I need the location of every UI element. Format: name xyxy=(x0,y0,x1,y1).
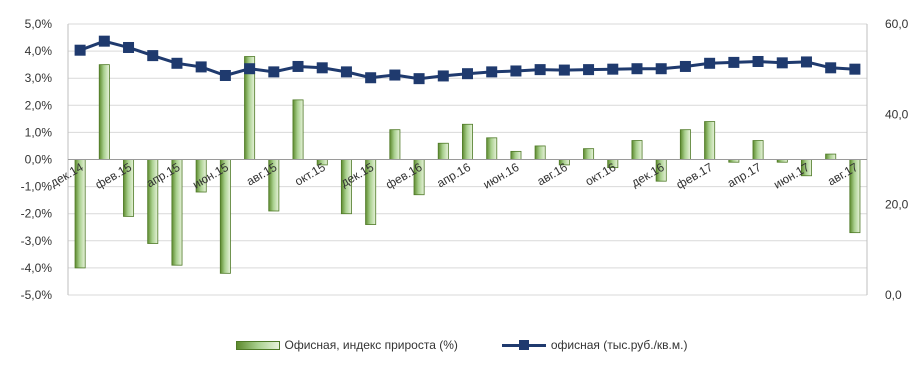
line-marker xyxy=(728,56,740,68)
x-tick-label: окт.15 xyxy=(292,160,328,189)
bar xyxy=(510,150,522,160)
left-tick-label: -3,0% xyxy=(21,234,53,248)
line-marker xyxy=(365,72,377,84)
bar xyxy=(98,64,110,160)
bar xyxy=(389,129,401,160)
left-tick-label: -1,0% xyxy=(21,180,53,194)
left-tick-label: 2,0% xyxy=(25,98,53,112)
line-marker xyxy=(583,64,595,76)
x-tick-label: авг.16 xyxy=(535,160,571,189)
bar xyxy=(631,140,643,160)
line-marker xyxy=(147,50,159,62)
legend-item-line: офисная (тыс.руб./кв.м.) xyxy=(501,338,688,352)
bar xyxy=(679,129,691,160)
line-marker xyxy=(195,61,207,73)
left-tick-label: -2,0% xyxy=(21,207,53,221)
line-marker xyxy=(268,66,280,78)
legend-bar-swatch xyxy=(235,340,280,350)
right-axis: 60,0 40,0 20,0 0,0 xyxy=(885,17,909,302)
chart: 5,0% 4,0% 3,0% 2,0% 1,0% 0,0% -1,0% -2,0% -3,0% -… xyxy=(21,17,909,302)
right-tick-label: 0,0 xyxy=(885,288,902,302)
left-tick-label: 1,0% xyxy=(25,125,53,139)
line-marker xyxy=(413,73,425,85)
right-tick-label: 60,0 xyxy=(885,17,909,31)
left-tick-label: 4,0% xyxy=(25,44,53,58)
line-marker xyxy=(340,66,352,78)
line-marker xyxy=(607,63,619,75)
legend-bar-label: Офисная, индекс прироста (%) xyxy=(284,338,458,352)
bar xyxy=(292,99,304,160)
x-tick-label: апр.16 xyxy=(434,160,473,191)
line-marker xyxy=(558,64,570,76)
line-marker xyxy=(462,68,473,80)
bar xyxy=(462,123,473,160)
line-marker xyxy=(704,57,716,69)
line-marker xyxy=(316,62,328,74)
line-marker xyxy=(849,63,861,75)
legend-item-bar: Офисная, индекс прироста (%) xyxy=(235,338,458,352)
left-tick-label: 5,0% xyxy=(25,17,53,31)
line-marker xyxy=(171,57,183,69)
line-marker xyxy=(776,57,788,69)
line-marker xyxy=(244,63,256,75)
left-tick-label: 3,0% xyxy=(25,71,53,85)
line-marker xyxy=(98,35,110,47)
line-marker xyxy=(752,55,764,67)
x-tick-label: апр.17 xyxy=(725,160,764,191)
bar xyxy=(437,142,449,160)
line-marker xyxy=(631,63,643,75)
line-marker xyxy=(655,63,667,75)
line-marker xyxy=(800,56,812,68)
right-tick-label: 40,0 xyxy=(885,107,909,121)
line-marker xyxy=(825,62,837,74)
left-axis: 5,0% 4,0% 3,0% 2,0% 1,0% 0,0% -1,0% -2,0% -3,0% -… xyxy=(21,17,53,302)
left-tick-label: -5,0% xyxy=(21,288,53,302)
legend: Офисная, индекс прироста (%) офисная (ты… xyxy=(0,338,923,352)
left-tick-label: 0,0% xyxy=(25,153,53,167)
x-tick-label: дек.16 xyxy=(629,160,667,190)
left-tick-label: -4,0% xyxy=(21,261,53,275)
legend-line-swatch xyxy=(501,339,546,351)
line-marker xyxy=(679,60,691,72)
line-marker xyxy=(74,44,86,56)
right-tick-label: 20,0 xyxy=(885,198,909,212)
legend-line-label: офисная (тыс.руб./кв.м.) xyxy=(550,338,688,352)
line-marker xyxy=(534,64,546,76)
bar xyxy=(825,153,837,160)
line-marker xyxy=(486,66,498,78)
bar xyxy=(704,121,716,160)
line-marker xyxy=(219,69,231,81)
bar xyxy=(534,145,546,160)
line-marker xyxy=(123,41,135,53)
line-marker xyxy=(389,69,401,81)
bar xyxy=(486,137,498,160)
x-tick-label: окт.16 xyxy=(583,160,619,189)
bar xyxy=(583,148,595,160)
line-marker xyxy=(292,60,304,72)
bar-series xyxy=(74,56,861,274)
line-series xyxy=(74,35,861,85)
bar xyxy=(752,140,764,160)
line-marker xyxy=(510,65,522,77)
line-marker xyxy=(437,70,449,82)
